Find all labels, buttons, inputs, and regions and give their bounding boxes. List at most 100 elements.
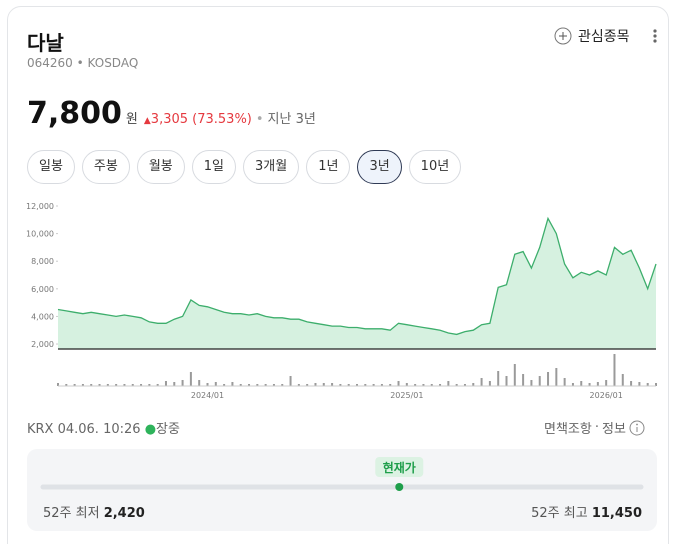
volume-bar [447, 381, 450, 386]
volume-bar [65, 384, 68, 386]
volume-bar [364, 384, 367, 386]
market-status: 장중 [156, 422, 180, 437]
volume-bar [289, 376, 292, 386]
tab-bar: 일봉 주봉 월봉 1일 3개월 1년 3년 10년 [27, 150, 462, 184]
source-line: KRX 04.06. 10:26 ●장중 [27, 418, 180, 437]
volume-bar [372, 384, 375, 386]
low-value: 2,420 [103, 506, 145, 521]
tab[interactable]: 일봉 [27, 150, 75, 184]
x-tick-label: 2026/01 [590, 391, 623, 400]
price-unit: 원 [125, 112, 138, 127]
info-link[interactable]: 정보 [601, 422, 626, 437]
period: 지난 3년 [267, 112, 316, 127]
volume-bar [455, 384, 458, 386]
volume-bar [397, 381, 400, 386]
y-tick-label: 12,000 [26, 202, 54, 211]
volume-bar [156, 384, 159, 386]
volume-bar [580, 381, 583, 386]
volume-bar [256, 384, 259, 386]
tab[interactable]: 1일 [191, 150, 236, 184]
volume-bar [646, 383, 649, 386]
volume-bar [405, 383, 408, 386]
chart: 2,000 4,000 6,000 8,000 10,000 12,000 2024/01 2… [26, 202, 657, 400]
volume-bar [422, 384, 425, 386]
high-value: 11,450 [591, 506, 642, 521]
volume-bar [389, 384, 392, 386]
volume-bar [189, 372, 192, 386]
volume-bar [314, 383, 317, 386]
volume-bar [497, 371, 500, 386]
low-line: 52주 최저 2,420 [43, 502, 145, 521]
watch-button[interactable]: 관심종목 [554, 26, 630, 46]
volume-bar [106, 384, 109, 386]
change-percent: (73.53%) [192, 112, 252, 127]
volume-bar [272, 384, 275, 386]
volume-bar [513, 364, 516, 386]
volume-bar [621, 374, 624, 386]
more-menu[interactable] [650, 28, 660, 44]
price-line [57, 216, 657, 336]
volume-bar [638, 382, 641, 386]
current-badge [375, 457, 424, 477]
volume-bar [306, 384, 309, 386]
price-row: 7,800 원 ▲3,305 (73.53%) • 지난 3년 [27, 96, 316, 131]
tab[interactable]: 10년 [408, 150, 462, 184]
x-tick-label: 2024/01 [191, 391, 224, 400]
market: KOSDAQ [87, 56, 139, 70]
price-area [58, 218, 656, 349]
volume-bar [655, 383, 657, 386]
volume-bar [630, 381, 633, 386]
volume-bar [347, 384, 350, 386]
plus-icon [554, 27, 572, 45]
volume-bar [480, 378, 483, 386]
volume-bar [596, 382, 599, 386]
volume-bar [547, 372, 550, 386]
info-icon[interactable] [629, 420, 645, 436]
volume-bar [588, 383, 591, 386]
volume-bar [472, 383, 475, 386]
x-tick-label: 2025/01 [390, 391, 423, 400]
volume-bar [297, 384, 300, 386]
volume-bar [223, 384, 226, 386]
volume-bar [331, 383, 334, 386]
volume-bar [198, 380, 201, 386]
tab[interactable]: 1년 [306, 150, 351, 184]
current-price: 7,800 [27, 96, 122, 131]
range-chart: 현재가 [40, 457, 644, 491]
card [7, 6, 669, 544]
footer-links: 면책조항 · 정보 [544, 418, 645, 437]
range-box [27, 449, 657, 531]
volume-bar [571, 383, 574, 386]
volume-bar [555, 368, 558, 386]
up-arrow: ▲ [143, 116, 151, 126]
volume-bar [264, 384, 267, 386]
volume-bar [57, 383, 59, 386]
y-tick-label: 10,000 [26, 230, 54, 239]
volume-bar [563, 378, 566, 386]
watch-label: 관심종목 [578, 29, 630, 45]
volume-bar [123, 384, 126, 386]
stock-code-line: 064260 • KOSDAQ [27, 56, 139, 70]
separator: • [255, 112, 264, 127]
volume-bar [239, 384, 242, 386]
tab[interactable]: 3개월 [243, 150, 300, 184]
volume-bar [173, 382, 176, 386]
volume-bar [339, 384, 342, 386]
volume-bar [164, 381, 167, 386]
tab[interactable]: 월봉 [136, 150, 185, 184]
tab[interactable]: 주봉 [81, 150, 130, 184]
volume-bar [613, 354, 616, 386]
volume-bar [73, 384, 76, 386]
volume-bar [530, 380, 533, 386]
low-label: 52주 최저 [43, 506, 100, 521]
volume-bar [131, 384, 134, 386]
volume-bar [605, 380, 608, 386]
y-tick-label: 2,000 [31, 340, 54, 349]
y-tick-label: 8,000 [31, 257, 54, 266]
y-tick-label: 6,000 [31, 285, 54, 294]
volume-bar [522, 374, 525, 386]
volume-bar [98, 384, 101, 386]
volume-bar [322, 383, 325, 386]
tab[interactable]: 3년 [357, 150, 402, 184]
disclaimer-link[interactable]: 면책조항 [544, 422, 592, 437]
